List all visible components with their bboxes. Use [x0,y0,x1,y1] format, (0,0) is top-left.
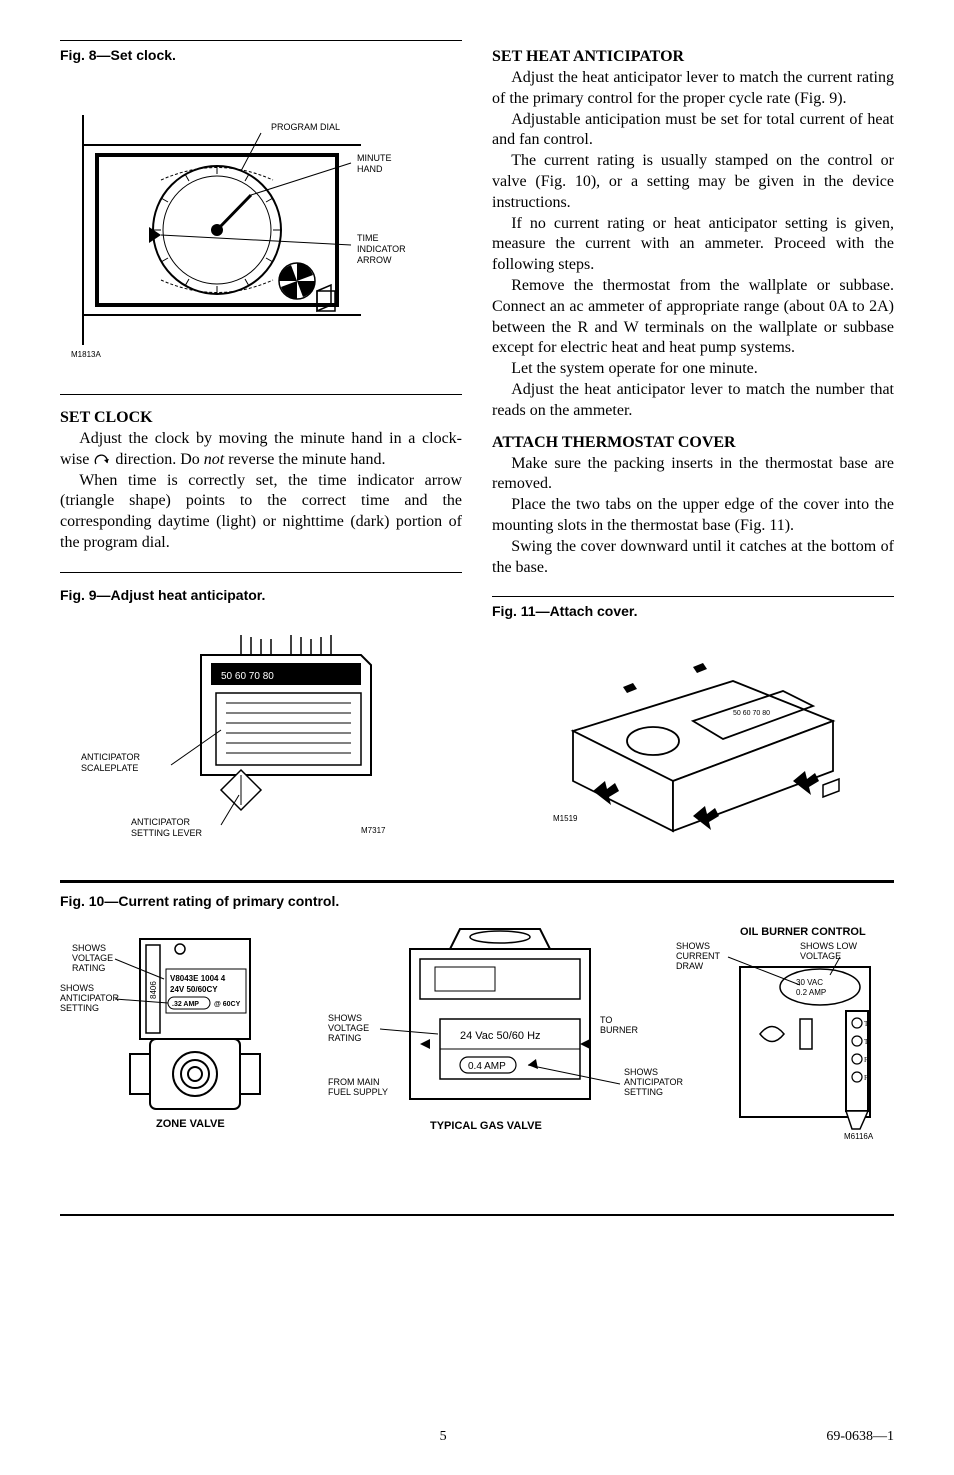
fig9-caption: Fig. 9—Adjust heat anticipator. [60,581,462,603]
svg-text:TOBURNER: TOBURNER [600,1015,639,1035]
attach-title: ATTACH THERMOSTAT COVER [492,434,894,452]
svg-text:50 60 70 80: 50 60 70 80 [221,671,274,682]
attach-p1: Make sure the packing inserts in the the… [492,454,894,496]
fig10-diagram: 8406 V8043E 1004 4 24V 50/60CY .32 AMP @… [60,919,894,1199]
svg-text:24 Vac 50/60 Hz: 24 Vac 50/60 Hz [460,1030,541,1042]
fig10-caption: Fig. 10—Current rating of primary contro… [60,893,894,909]
svg-text:SHOWSCURRENTDRAW: SHOWSCURRENTDRAW [676,941,721,971]
svg-text:SHOWSANTICIPATORSETTING: SHOWSANTICIPATORSETTING [60,983,120,1013]
svg-text:TIMEINDICATORARROW: TIMEINDICATORARROW [357,233,406,265]
attach-p3: Swing the cover downward until it catche… [492,537,894,579]
svg-text:MINUTEHAND: MINUTEHAND [357,153,392,174]
svg-text:0.4 AMP: 0.4 AMP [468,1061,506,1072]
set-clock-p1: Adjust the clock by moving the minute ha… [60,429,462,471]
svg-text:SHOWSANTICIPATORSETTING: SHOWSANTICIPATORSETTING [624,1067,684,1097]
svg-text:0.2 AMP: 0.2 AMP [796,988,826,997]
set-clock-title: SET CLOCK [60,409,462,427]
svg-text:24V 50/60CY: 24V 50/60CY [170,985,218,994]
attach-p2: Place the two tabs on the upper edge of … [492,495,894,537]
set-heat-p2: Adjustable anticipation must be set for … [492,110,894,152]
fig9-diagram: 50 60 70 80 [60,615,462,855]
svg-text:ANTICIPATORSCALEPLATE: ANTICIPATORSCALEPLATE [81,752,141,773]
svg-text:TYPICAL GAS VALVE: TYPICAL GAS VALVE [430,1120,542,1132]
set-heat-p7: Adjust the heat anticipator lever to mat… [492,380,894,422]
svg-text:OIL BURNER CONTROL: OIL BURNER CONTROL [740,926,866,938]
set-heat-p6: Let the system operate for one minute. [492,359,894,380]
svg-text:M1813A: M1813A [71,350,101,359]
svg-text:M1519: M1519 [553,814,578,823]
set-heat-p1: Adjust the heat anticipator lever to mat… [492,68,894,110]
svg-text:30 VAC: 30 VAC [796,978,823,987]
fig8-caption: Fig. 8—Set clock. [60,40,462,63]
svg-text:M7317: M7317 [361,826,386,835]
svg-text:SHOWSVOLTAGERATING: SHOWSVOLTAGERATING [328,1013,369,1043]
svg-text:PROGRAM DIAL: PROGRAM DIAL [271,122,340,132]
set-heat-p5: Remove the thermostat from the wallplate… [492,276,894,359]
svg-text:SHOWSVOLTAGERATING: SHOWSVOLTAGERATING [72,943,113,973]
set-heat-p3: The current rating is usually stamped on… [492,151,894,213]
svg-text:F: F [864,1056,868,1064]
svg-text:SHOWS LOWVOLTAGE: SHOWS LOWVOLTAGE [800,941,858,961]
svg-text:ZONE VALVE: ZONE VALVE [156,1118,225,1130]
svg-text:V8043E 1004 4: V8043E 1004 4 [170,974,226,983]
doc-id: 69-0638—1 [826,1429,894,1445]
svg-text:@ 60CY: @ 60CY [214,1001,241,1008]
svg-text:T: T [864,1038,869,1046]
page-number: 5 [440,1429,447,1445]
svg-text:50 60 70 80: 50 60 70 80 [733,710,770,717]
svg-text:.32 AMP: .32 AMP [172,1001,199,1008]
svg-text:FROM MAINFUEL SUPPLY: FROM MAINFUEL SUPPLY [328,1077,388,1097]
fig11-diagram: 50 60 70 80 M1519 [492,631,894,851]
svg-text:M6116A: M6116A [844,1132,874,1141]
fig8-diagram: PROGRAM DIAL MINUTEHAND TIMEINDICATORARR… [60,75,462,375]
svg-text:8406: 8406 [149,980,158,998]
set-clock-p2: When time is correctly set, the time ind… [60,471,462,554]
svg-text:ANTICIPATORSETTING LEVER: ANTICIPATORSETTING LEVER [131,817,203,838]
set-heat-title: SET HEAT ANTICIPATOR [492,48,894,66]
fig11-caption: Fig. 11—Attach cover. [492,596,894,619]
svg-text:F: F [864,1074,868,1082]
set-heat-p4: If no current rating or heat anticipator… [492,214,894,276]
svg-text:T: T [864,1020,869,1028]
